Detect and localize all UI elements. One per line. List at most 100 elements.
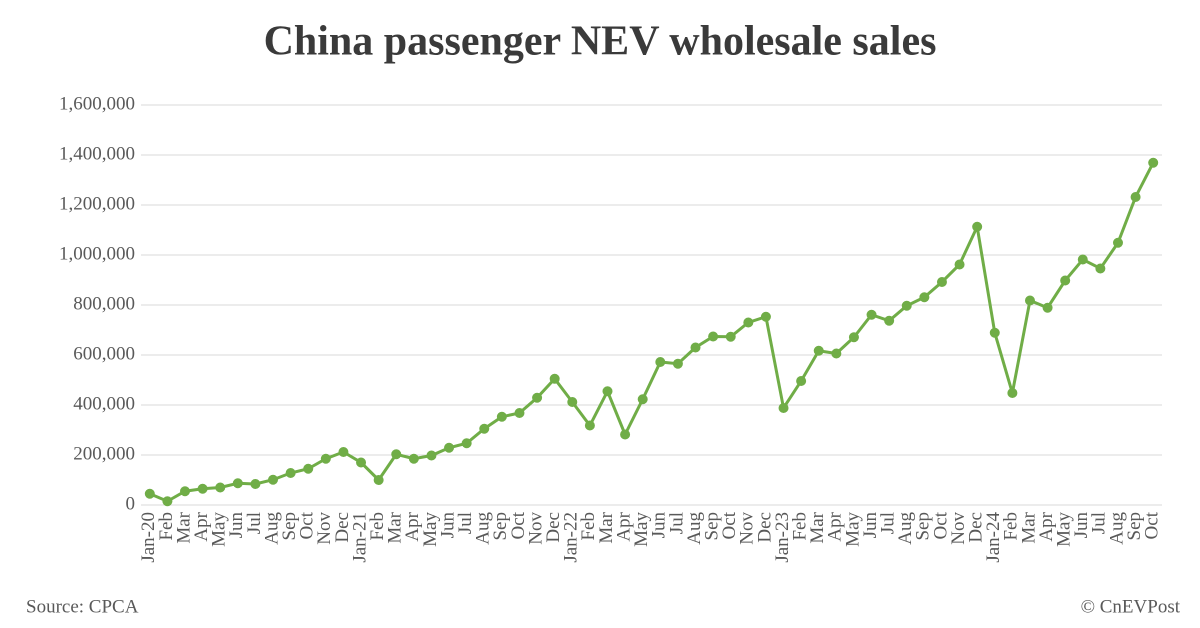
data-point (848, 332, 859, 343)
x-tick-label: Jul (878, 512, 899, 534)
data-point (1007, 388, 1018, 398)
x-tick-label: Feb (367, 512, 388, 541)
x-tick-label: May (1054, 512, 1075, 547)
y-tick-label: 200,000 (73, 443, 135, 464)
data-point (884, 315, 895, 326)
x-tick-label: Oct (719, 511, 740, 539)
data-point (813, 345, 824, 356)
data-point (901, 300, 912, 311)
data-point (549, 373, 560, 384)
data-point (391, 449, 402, 460)
x-tick-label: Jan-24 (983, 512, 1004, 563)
x-tick-label: Feb (789, 512, 810, 541)
data-point (303, 463, 314, 474)
x-tick-label: Mar (596, 511, 617, 543)
data-point (338, 447, 349, 457)
source: Source: CPCA (26, 596, 139, 617)
data-point (584, 420, 595, 431)
data-point (285, 468, 296, 478)
x-tick-label: Jun (649, 512, 670, 539)
data-point (866, 309, 877, 320)
x-tick-label: Aug (684, 512, 705, 545)
data-point (1060, 275, 1071, 286)
data-point (655, 357, 666, 367)
data-point (954, 259, 965, 270)
data-point (919, 292, 930, 303)
data-point (461, 438, 472, 449)
x-tick-label: Mar (807, 511, 828, 543)
y-tick-label: 1,600,000 (59, 93, 135, 114)
data-point (408, 453, 419, 464)
x-tick-label: Jan-22 (561, 512, 582, 563)
data-point (162, 496, 173, 507)
x-tick-label: Sep (490, 512, 511, 541)
x-tick-label: Apr (825, 511, 846, 541)
x-tick-label: Aug (1106, 512, 1127, 545)
data-point (356, 457, 367, 468)
x-tick-label: May (631, 512, 652, 547)
x-tick-label: Jan-23 (772, 512, 793, 563)
data-point (320, 453, 331, 464)
data-point (532, 392, 543, 403)
data-point (426, 450, 437, 461)
x-tick-label: Jul (244, 512, 265, 534)
y-tick-label: 1,000,000 (59, 243, 135, 264)
x-tick-label: Apr (1036, 511, 1057, 541)
x-tick-label: Sep (279, 512, 300, 541)
x-tick-label: Aug (473, 512, 494, 545)
x-tick-label: Oct (930, 511, 951, 539)
x-tick-label: Mar (173, 511, 194, 543)
x-tick-label: Apr (191, 511, 212, 541)
x-tick-label: Sep (701, 512, 722, 541)
chart-title: China passenger NEV wholesale sales (264, 19, 937, 65)
y-tick-label: 1,400,000 (59, 143, 135, 164)
data-point (796, 376, 807, 386)
data-point (1095, 263, 1106, 274)
data-point (602, 386, 613, 397)
data-point (972, 221, 983, 232)
data-point (1130, 192, 1141, 202)
data-point (197, 483, 208, 494)
data-line (149, 162, 1155, 503)
y-tick-label: 600,000 (73, 343, 135, 364)
data-point (672, 358, 683, 369)
data-point (708, 331, 719, 342)
x-tick-label: May (209, 512, 230, 547)
y-tick-label: 1,200,000 (59, 193, 135, 214)
data-point (373, 475, 384, 485)
data-point (215, 482, 226, 493)
x-tick-label: Jun (1071, 512, 1092, 539)
x-tick-label: Nov (314, 512, 335, 545)
x-tick-label: Nov (948, 512, 969, 545)
data-point (144, 488, 155, 499)
data-point (637, 394, 648, 405)
x-tick-label: Jun (226, 512, 247, 539)
x-tick-label: Dec (966, 512, 987, 543)
x-tick-label: Dec (332, 512, 353, 543)
data-point (1077, 254, 1088, 265)
data-point (514, 408, 525, 418)
x-tick-label: Dec (754, 512, 775, 543)
x-tick-label: Mar (385, 511, 406, 543)
x-tick-label: May (842, 512, 863, 547)
y-tick-label: 0 (126, 493, 136, 514)
data-point (1112, 237, 1123, 248)
x-tick-label: Oct (1142, 511, 1163, 539)
data-point (1042, 302, 1053, 313)
data-point (936, 277, 947, 287)
data-point (690, 342, 701, 353)
data-point (567, 397, 578, 407)
x-tick-label: Sep (913, 512, 934, 541)
x-tick-label: Nov (525, 512, 546, 545)
data-point (268, 474, 279, 485)
data-point (479, 423, 490, 434)
data-point (250, 479, 261, 489)
x-tick-label: Jul (666, 512, 687, 534)
x-tick-label: Apr (613, 511, 634, 541)
x-tick-label: Sep (1124, 512, 1145, 541)
data-point (180, 486, 191, 497)
data-point (1148, 157, 1159, 168)
y-tick-label: 400,000 (73, 393, 135, 414)
